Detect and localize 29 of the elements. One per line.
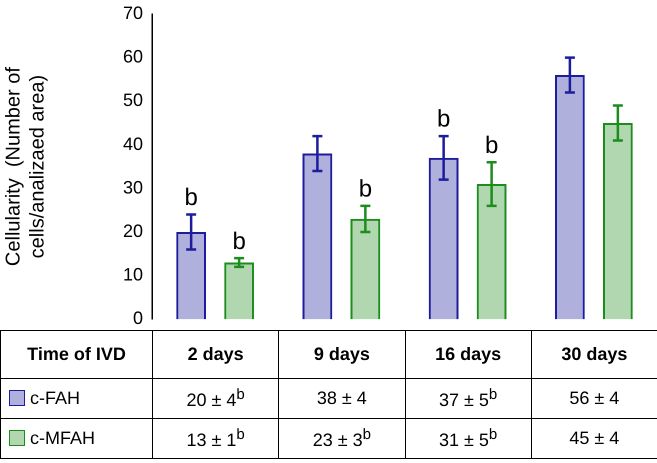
data-label: 20 ± 4$^{b}$ xyxy=(152,378,279,418)
x-tick-label: 9 days xyxy=(278,330,405,378)
data-label: 37 ± 5$^{b}$ xyxy=(405,378,532,418)
y-tick-label: 60 xyxy=(122,46,143,67)
y-tick-label: 40 xyxy=(122,134,143,154)
data-label: 13 ± 1$^{b}$ xyxy=(152,418,279,458)
legend-label: c-FAH xyxy=(0,378,152,418)
x-tick-label: 30 days xyxy=(531,330,657,378)
data-label: 56 ± 4 xyxy=(531,378,657,418)
data-label: 38 ± 4 xyxy=(278,378,405,418)
annotation: b xyxy=(436,106,450,133)
y-tick-label: 20 xyxy=(122,220,143,241)
annotation: b xyxy=(358,175,372,202)
annotation: b xyxy=(184,184,198,212)
y-axis-title: Cellularity (Number of cells/analizaed area) xyxy=(2,66,49,266)
data-label: 45 ± 4 xyxy=(531,418,657,458)
y-tick-label: 0 xyxy=(132,308,143,328)
x-tick-label: 2 days xyxy=(152,330,279,378)
y-tick-label: 50 xyxy=(122,90,143,110)
y-tick-label: 10 xyxy=(122,264,143,285)
y-tick-label: 30 xyxy=(122,177,143,198)
annotation: b xyxy=(484,132,498,159)
legend-label: c-MFAH xyxy=(0,418,152,458)
x-axis-title: Time of IVD xyxy=(0,330,152,378)
x-tick-label: 16 days xyxy=(405,330,532,378)
y-tick-label: 70 xyxy=(122,2,143,23)
data-label: 31 ± 5$^{b}$ xyxy=(405,418,532,458)
annotation: b xyxy=(232,228,246,255)
data-label: 23 ± 3$^{b}$ xyxy=(278,418,405,458)
